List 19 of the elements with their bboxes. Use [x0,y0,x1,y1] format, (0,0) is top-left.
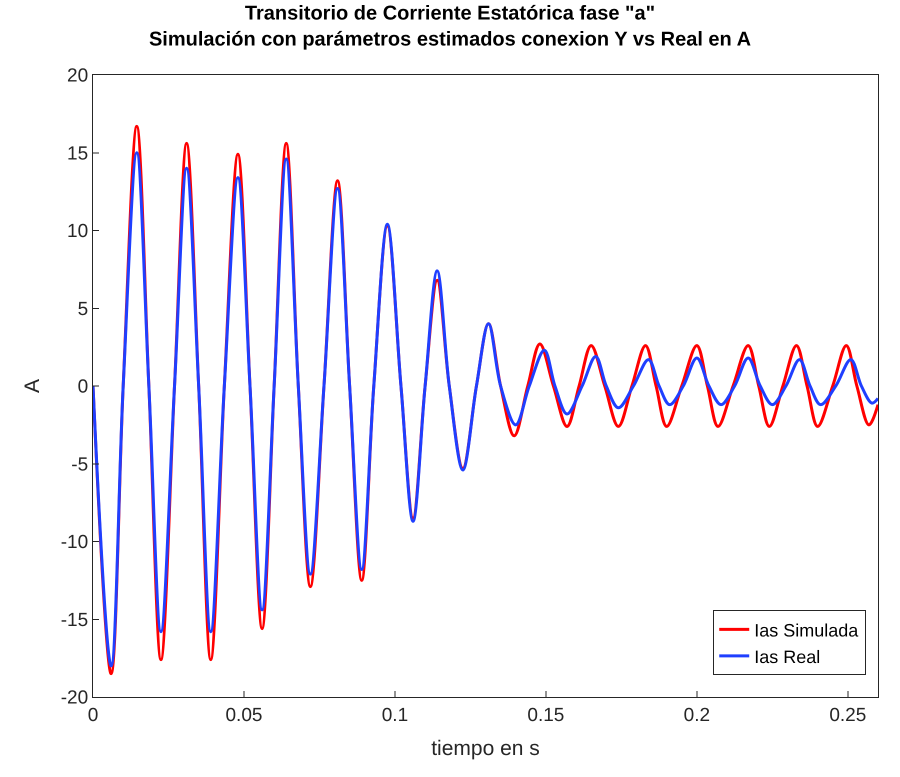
y-tick-label: -5 [71,454,88,476]
chart-title: Transitorio de Corriente Estatórica fase "a" Simulación con parámetros estimados conexion Y vs Real en A [148,2,752,50]
y-tick-label: 15 [67,143,88,164]
y-tick-label: -15 [60,610,88,631]
y-tick-label: 0 [78,376,88,398]
y-tick-label: 10 [67,221,88,242]
y-tick-label: -20 [60,688,88,709]
y-tick-label: -10 [60,532,88,554]
legend-label: Ias Simulada [754,620,860,640]
y-tick-label: 20 [67,66,88,87]
y-tick-label: 5 [78,298,88,320]
legend-label: Ias Real [754,646,820,667]
x-tick-label: 0.25 [829,704,866,726]
x-tick-label: 0.2 [684,704,710,726]
y-axis-title: A [20,378,44,394]
x-tick-label: 0.05 [225,704,262,726]
x-tick-label: 0.15 [527,704,564,726]
x-tick-label: 0.1 [382,704,408,726]
x-axis-title: tiempo en s [431,737,540,760]
